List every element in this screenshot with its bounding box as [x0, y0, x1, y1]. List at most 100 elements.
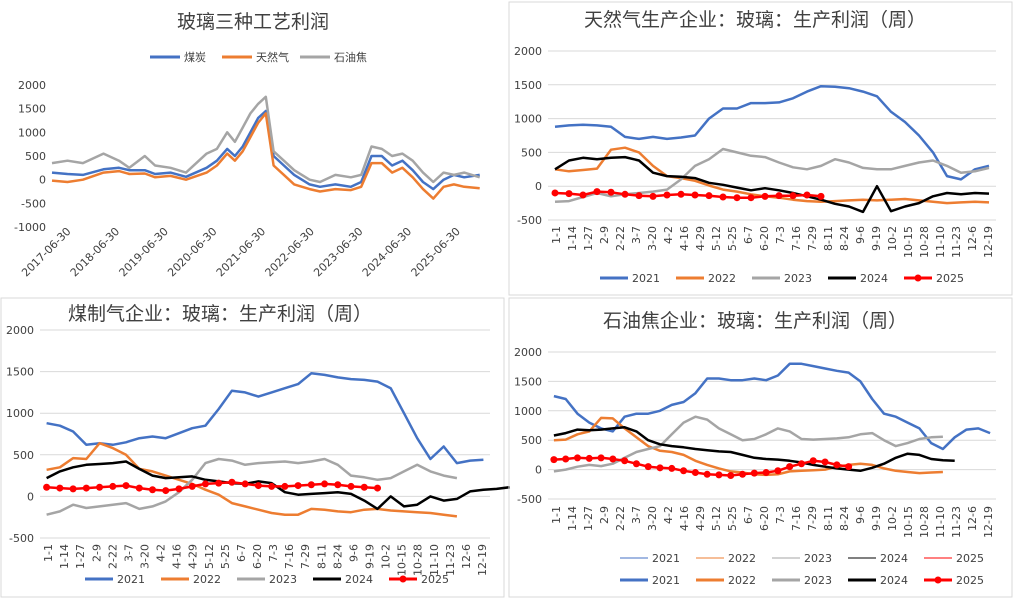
y-tick-label: 1500: [6, 366, 34, 379]
x-tick-label: 4-29: [187, 544, 200, 569]
x-tick-label: 4-29: [694, 226, 707, 251]
data-point-2025: [43, 483, 51, 491]
data-point-2025: [321, 480, 329, 488]
data-point-2025: [374, 484, 381, 492]
data-point-2025: [635, 192, 643, 200]
legend-marker-2025: [399, 575, 407, 583]
x-tick-label: 11-23: [444, 544, 457, 576]
x-tick-label: 1-14: [566, 506, 579, 531]
x-tick-label: 1-27: [582, 226, 595, 251]
data-point-2025: [241, 480, 249, 488]
data-point-2025: [644, 463, 652, 471]
series-line-2021: [554, 84, 990, 181]
y-tick-label: 1500: [18, 103, 46, 116]
data-point-2025: [609, 455, 617, 463]
x-tick-label: 12-19: [982, 506, 995, 538]
data-point-2025: [109, 482, 117, 490]
x-tick-label: 10-15: [902, 506, 915, 538]
x-tick-label: 3-7: [122, 544, 135, 562]
x-tick-label: 2023-06-30: [311, 225, 365, 279]
y-tick-label: -500: [517, 214, 542, 227]
data-point-2025: [677, 190, 685, 198]
series-group: [551, 84, 990, 214]
series-line-石油焦: [51, 95, 481, 184]
panel-process-profit: 玻璃三种工艺利润 2000 1500 1000 500 0 -500 -1000 2017-…: [14, 11, 481, 279]
legend-label-2025: 2025: [936, 272, 964, 285]
x-tick-label: 2-22: [106, 544, 119, 569]
series-line-2023: [46, 457, 458, 516]
series-group: [51, 95, 481, 200]
x-tick-label: 6-7: [235, 544, 248, 562]
x-axis: 2017-06-302018-06-302019-06-302020-06-30…: [19, 225, 463, 279]
x-tick-label: 7-29: [806, 506, 819, 531]
x-tick-label: 5-12: [710, 506, 723, 531]
data-point-2025: [135, 484, 143, 492]
data-point-2025: [334, 481, 342, 489]
data-point-2025: [56, 484, 64, 492]
y-tick-label: 0: [39, 174, 46, 187]
x-tick-label: 7-29: [299, 544, 312, 569]
data-point-2025: [254, 482, 262, 490]
data-point-2025: [762, 469, 770, 477]
legend-label-2025: 2025: [421, 573, 449, 586]
y-tick-label: 0: [535, 464, 542, 477]
x-tick-label: 8-24: [838, 226, 851, 251]
data-point-2025: [797, 460, 805, 468]
x-tick-label: 2022-06-30: [263, 225, 317, 279]
legend-marker-2025: [934, 576, 942, 584]
legend: 2021 2022 2023 2024 2025: [620, 574, 984, 587]
data-point-2025: [347, 482, 355, 490]
data-point-2025: [69, 485, 77, 493]
panel-border: [0, 297, 505, 598]
data-point-2025: [551, 189, 559, 197]
x-tick-label: 12-6: [460, 544, 473, 569]
y-tick-label: -1000: [14, 221, 46, 234]
legend-label-2022: 2022: [708, 272, 736, 285]
legend-label-2024: 2024: [880, 574, 908, 587]
legend-label-2022: 2022: [193, 573, 221, 586]
x-axis: 1-1 1-14 1-27 2-9 2-22 3-7 3-20 4-2 4-16 4-29 5-12…: [550, 506, 995, 538]
y-tick-label: 500: [13, 449, 34, 462]
data-point-2025: [727, 471, 735, 479]
data-point-2025: [307, 481, 315, 489]
data-point-2025: [562, 455, 570, 463]
data-point-2025: [607, 188, 615, 196]
x-tick-label: 6-7: [742, 506, 755, 524]
x-tick-label: 2019-06-30: [117, 225, 171, 279]
x-tick-label: 8-11: [822, 506, 835, 531]
data-point-2025: [668, 464, 676, 472]
data-point-2025: [817, 192, 825, 200]
x-tick-label: 1-14: [58, 544, 71, 569]
y-axis: 2000 1500 1000 500 0 -500 -1000: [14, 79, 46, 234]
data-point-2025: [649, 192, 657, 200]
panel-coal-gas: 煤制气企业：玻璃：生产利润（周） 2000 1500 1000 500 0 -500 1-…: [0, 297, 511, 598]
x-tick-label: 9-19: [363, 544, 376, 569]
x-tick-label: 3-7: [630, 506, 643, 524]
x-tick-label: 7-16: [790, 506, 803, 531]
panel-border: [508, 297, 1013, 598]
x-tick-label: 3-20: [646, 506, 659, 531]
x-tick-label: 10-15: [396, 544, 409, 576]
x-tick-label: 11-23: [950, 226, 963, 258]
y-tick-label: 2000: [18, 79, 46, 92]
data-point-2025: [719, 193, 727, 201]
x-tick-label: 2020-06-30: [165, 225, 219, 279]
data-point-2025: [573, 454, 581, 462]
x-tick-label: 1-1: [550, 506, 563, 524]
data-point-2025: [691, 469, 699, 477]
legend-label-coal: 煤炭: [184, 51, 206, 64]
series-line-2021: [553, 362, 991, 451]
legend-label-2023: 2023: [269, 573, 297, 586]
x-axis: 1-1 1-14 1-27 2-9 2-22 3-7 3-20 4-2 4-16 4-29 5-12…: [550, 226, 995, 258]
data-point-2025: [579, 191, 587, 199]
series-line-2022: [553, 416, 943, 477]
x-tick-label: 9-6: [854, 226, 867, 244]
legend: 2021 2022 2023 2024 2025: [600, 272, 964, 285]
x-tick-label: 12-6: [966, 506, 979, 531]
y-tick-label: 500: [521, 146, 542, 159]
x-tick-label: 8-24: [331, 544, 344, 569]
data-point-2025: [201, 480, 209, 488]
y-tick-label: 1500: [514, 375, 542, 388]
y-tick-label: 500: [25, 150, 46, 163]
